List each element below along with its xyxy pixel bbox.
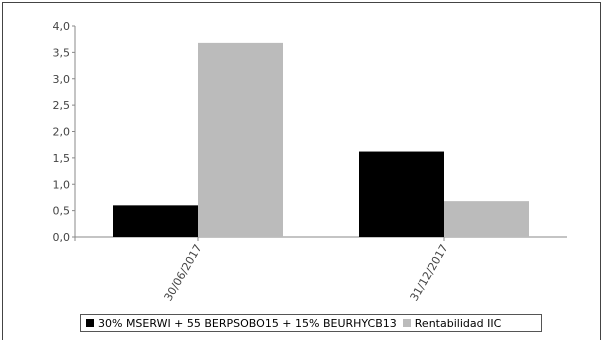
legend-item-series-2: Rentabilidad IIC xyxy=(402,316,502,330)
x-tick-label: 30/06/2017 xyxy=(162,242,205,303)
y-tick-label: 3,5 xyxy=(53,46,71,59)
y-tick-label: 3,0 xyxy=(53,73,71,86)
legend-swatch-series-1 xyxy=(86,319,94,327)
y-tick-label: 0,0 xyxy=(53,231,71,244)
legend-label-series-2: Rentabilidad IIC xyxy=(414,316,502,330)
legend-label-series-1: 30% MSERWI + 55 BERPSOBO15 + 15% BEURHYC… xyxy=(98,316,397,330)
y-tick-label: 1,5 xyxy=(53,152,71,165)
outer-border xyxy=(2,2,601,340)
y-tick-label: 2,0 xyxy=(53,126,71,139)
legend-item-series-1: 30% MSERWI + 55 BERPSOBO15 + 15% BEURHYC… xyxy=(86,317,397,330)
bar-1-1 xyxy=(113,205,198,237)
bar-2-2 xyxy=(444,201,529,237)
legend-swatch-series-2 xyxy=(402,319,411,327)
x-tick-label: 31/12/2017 xyxy=(408,242,451,303)
bar-2-1 xyxy=(198,42,283,237)
bar-1-2 xyxy=(359,151,444,237)
y-tick-label: 0,5 xyxy=(53,205,71,218)
legend: 30% MSERWI + 55 BERPSOBO15 + 15% BEURHYC… xyxy=(80,314,542,332)
y-tick-label: 4,0 xyxy=(53,20,71,33)
y-tick-label: 1,0 xyxy=(53,178,71,191)
y-tick-label: 2,5 xyxy=(53,99,71,112)
plot-area: 0,0 0,5 1,0 1,5 2,0 2,5 3,0 3,5 4,0 30/06/2017 31/… xyxy=(53,20,567,303)
